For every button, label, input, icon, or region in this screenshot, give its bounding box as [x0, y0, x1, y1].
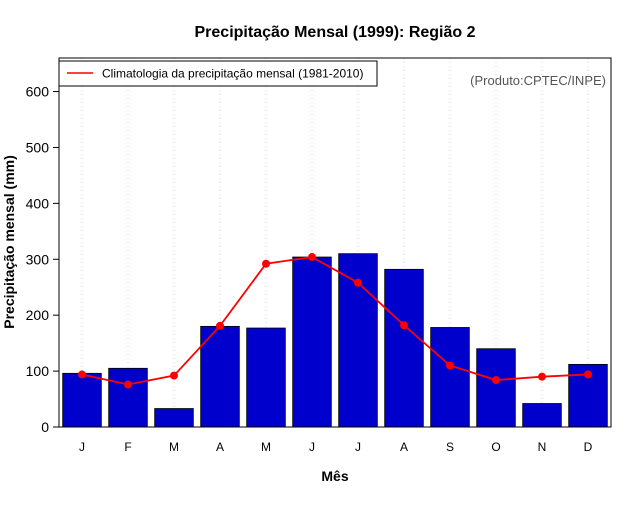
climatology-point-0 — [78, 370, 86, 379]
climatology-point-8 — [446, 361, 454, 370]
climatology-point-2 — [170, 371, 178, 380]
climatology-line — [81, 256, 589, 386]
climatology-point-4 — [262, 259, 270, 268]
climatology-point-10 — [538, 372, 546, 381]
y-tick-label-2: 200 — [26, 307, 50, 323]
climatology-point-1 — [124, 380, 132, 389]
x-tick-label-9: O — [491, 440, 500, 454]
climatology-point-6 — [354, 278, 362, 287]
y-tick-label-6: 600 — [26, 84, 50, 100]
x-tick-label-1: F — [124, 440, 131, 454]
bar-0 — [62, 372, 102, 428]
bar-3 — [200, 325, 240, 428]
x-tick-label-5: J — [309, 440, 315, 454]
bar-1 — [108, 367, 148, 428]
legend-box — [58, 60, 378, 87]
y-tick-label-1: 100 — [26, 363, 50, 379]
climatology-point-7 — [400, 321, 408, 330]
x-tick-label-10: N — [538, 440, 547, 454]
bar-9 — [476, 348, 516, 428]
bar-2 — [154, 408, 194, 428]
x-tick-label-3: A — [216, 440, 224, 454]
x-axis-label: Mês — [321, 468, 348, 484]
climatology-point-5 — [308, 253, 316, 262]
x-tick-label-11: D — [584, 440, 593, 454]
climatology-point-3 — [216, 321, 224, 330]
bar-8 — [430, 327, 470, 428]
y-tick-label-3: 300 — [26, 251, 50, 267]
bar-4 — [246, 327, 286, 428]
bar-5 — [292, 256, 332, 428]
x-tick-label-6: J — [355, 440, 361, 454]
y-tick-label-0: 0 — [41, 419, 49, 435]
x-tick-label-7: A — [400, 440, 408, 454]
y-axis-label: Precipitação mensal (mm) — [1, 155, 17, 329]
y-tick-label-5: 500 — [26, 139, 50, 155]
plot-frame — [58, 57, 612, 428]
bar-7 — [384, 268, 424, 428]
y-tick-label-4: 400 — [26, 195, 50, 211]
chart-title: Precipitação Mensal (1999): Região 2 — [195, 24, 476, 41]
x-tick-label-0: J — [79, 440, 85, 454]
bar-10 — [522, 403, 562, 428]
source-annotation: (Produto:CPTEC/INPE) — [470, 73, 606, 88]
x-tick-label-8: S — [446, 440, 454, 454]
plot-area: 0 100 200 300 400 500 600 J F M A M J J A S O N D — [26, 57, 612, 454]
climatology-point-9 — [492, 376, 500, 385]
climatology-point-11 — [584, 370, 592, 379]
x-tick-label-2: M — [169, 440, 179, 454]
legend: Climatologia da precipitação mensal (198… — [58, 60, 378, 87]
legend-entry-climatology: Climatologia da precipitação mensal (198… — [102, 67, 363, 81]
x-tick-label-4: M — [261, 440, 271, 454]
